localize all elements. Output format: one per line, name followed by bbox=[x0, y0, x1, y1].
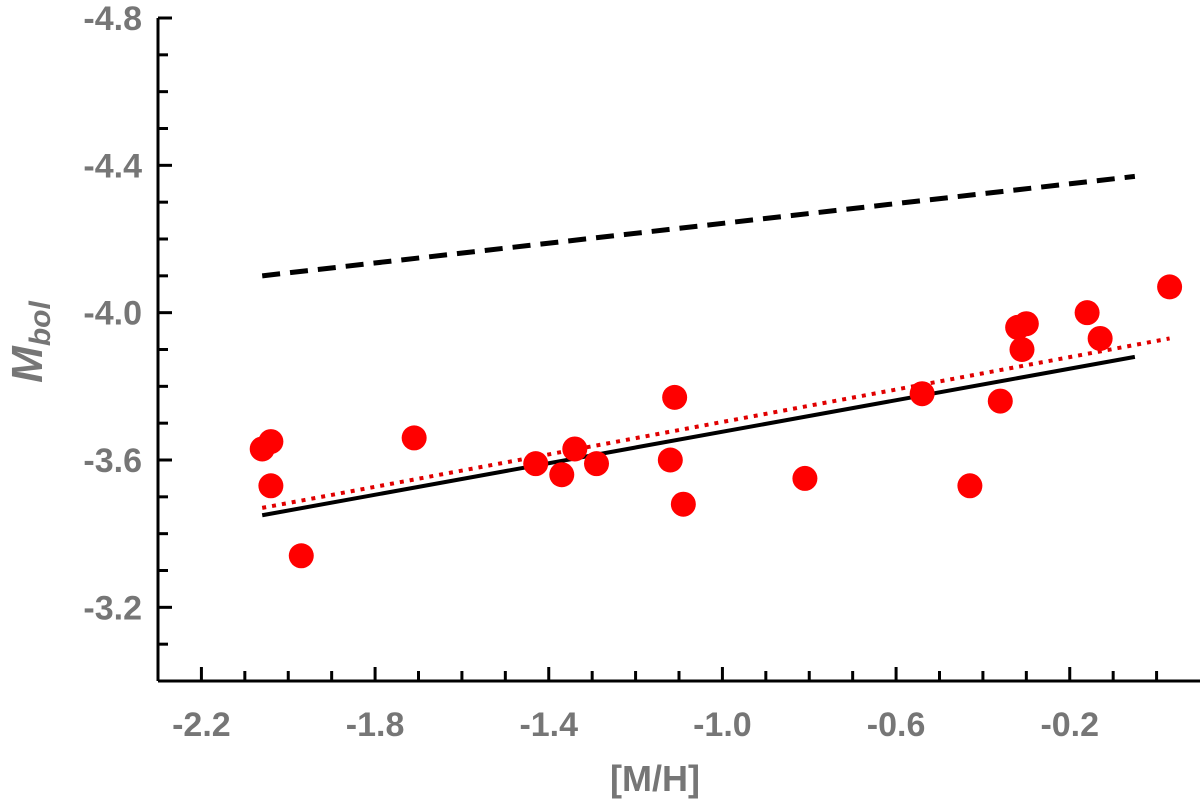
data-point bbox=[258, 429, 284, 455]
data-point bbox=[792, 465, 818, 491]
data-point bbox=[288, 543, 314, 569]
data-point bbox=[258, 473, 284, 499]
x-tick-label: -0.6 bbox=[867, 706, 926, 744]
y-axis-label: Mbol bbox=[3, 301, 57, 383]
data-point bbox=[1157, 274, 1183, 300]
x-tick-label: -0.2 bbox=[1040, 706, 1099, 744]
data-point bbox=[662, 384, 688, 410]
solid-fit-line bbox=[261, 354, 1136, 518]
y-axis-label-main: M bbox=[3, 345, 52, 383]
data-point bbox=[401, 425, 427, 451]
dotted-fit-line bbox=[261, 336, 1170, 510]
data-point bbox=[1074, 300, 1100, 326]
x-axis-label: [M/H] bbox=[610, 758, 700, 799]
x-tick-label: -1.4 bbox=[519, 706, 578, 744]
y-tick-label: -4.8 bbox=[83, 0, 142, 38]
data-point bbox=[523, 451, 549, 477]
fit-lines bbox=[261, 173, 1170, 518]
data-point bbox=[584, 451, 610, 477]
data-point bbox=[1087, 325, 1113, 351]
tick-labels: -3.2 -3.6 -4.0 -4.4 -4.8 -2.2 -1.8 -1.4 -1.0 -0.6… bbox=[83, 0, 1099, 744]
y-axis-label-sub: bol bbox=[24, 301, 57, 347]
data-point bbox=[987, 388, 1013, 414]
data-point bbox=[657, 447, 683, 473]
dashed-fit-line bbox=[261, 173, 1136, 279]
data-point bbox=[909, 381, 935, 407]
data-point bbox=[1009, 337, 1035, 362]
ticks-layer bbox=[158, 16, 1159, 683]
x-tick-label: -2.2 bbox=[172, 706, 231, 744]
data-point bbox=[562, 436, 588, 462]
x-tick-label: -1.8 bbox=[346, 706, 405, 744]
y-tick-label: -4.4 bbox=[83, 147, 142, 185]
data-point bbox=[549, 462, 575, 488]
data-points bbox=[249, 274, 1183, 569]
data-point bbox=[957, 473, 983, 499]
data-point bbox=[1013, 311, 1039, 337]
y-tick-label: -3.2 bbox=[83, 589, 142, 627]
y-tick-label: -3.6 bbox=[83, 442, 142, 480]
y-tick-label: -4.0 bbox=[83, 295, 142, 333]
data-point bbox=[670, 491, 696, 517]
x-tick-label: -1.0 bbox=[693, 706, 752, 744]
